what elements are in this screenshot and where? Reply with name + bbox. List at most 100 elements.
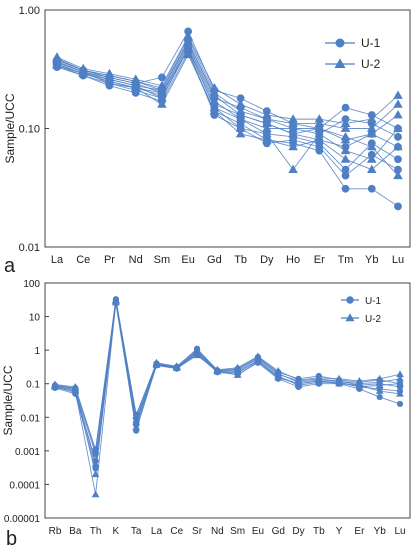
series-u-1-1 xyxy=(53,36,402,141)
x-tick-label: Tb xyxy=(313,526,325,537)
data-point xyxy=(288,164,298,174)
legend-label: U-2 xyxy=(365,314,382,325)
data-point xyxy=(394,155,402,164)
x-tick-label: Dy xyxy=(260,254,274,266)
x-tick-label: Ta xyxy=(131,526,142,537)
legend-label: U-1 xyxy=(365,296,382,307)
x-tick-label: Nd xyxy=(211,526,224,537)
data-point xyxy=(366,141,377,151)
y-axis-label: Sample/UCC xyxy=(3,93,17,163)
data-point xyxy=(51,382,59,389)
y-axis-label: Sample/UCC xyxy=(1,365,15,435)
x-tick-label: Ce xyxy=(170,526,183,537)
x-tick-label: Eu xyxy=(252,526,264,537)
legend-marker-circle xyxy=(335,38,345,48)
data-point xyxy=(314,377,323,384)
x-tick-label: Sm xyxy=(154,254,171,266)
x-tick-label: Lu xyxy=(392,254,404,266)
x-tick-label: Tm xyxy=(338,254,354,266)
data-point xyxy=(254,357,262,365)
data-point xyxy=(393,99,403,108)
legend: U-1 U-2 xyxy=(341,296,382,325)
data-point xyxy=(112,297,120,305)
data-point xyxy=(288,129,298,138)
data-point xyxy=(340,145,351,155)
data-point xyxy=(314,135,325,144)
data-point xyxy=(366,114,377,123)
data-point xyxy=(130,83,141,92)
y-tick-label: 0.0001 xyxy=(9,480,40,491)
data-point xyxy=(158,73,166,82)
series-u-1-5 xyxy=(53,46,402,180)
series-line xyxy=(56,40,399,176)
x-tick-label: La xyxy=(51,254,64,266)
data-point xyxy=(367,184,376,193)
x-tick-label: Nd xyxy=(129,254,143,266)
x-tick-label: Gd xyxy=(207,254,222,266)
series-line xyxy=(56,47,399,171)
series-line xyxy=(56,53,399,171)
x-tick-label: Sm xyxy=(230,526,245,537)
data-point xyxy=(341,171,350,180)
data-point xyxy=(315,142,324,151)
data-point xyxy=(213,366,222,374)
data-point xyxy=(235,99,246,108)
data-point xyxy=(193,351,201,359)
x-tick-label: Gd xyxy=(272,526,285,537)
legend: U-1 U-2 xyxy=(325,36,381,71)
y-tick-label: 100 xyxy=(23,279,40,290)
data-point xyxy=(340,154,351,163)
data-point xyxy=(262,135,272,144)
data-point xyxy=(294,379,303,387)
data-point xyxy=(130,76,141,85)
x-tick-label: Yb xyxy=(365,254,378,266)
x-tick-label: Rb xyxy=(49,526,62,537)
legend-marker-triangle xyxy=(345,313,355,322)
series-u-2-7 xyxy=(52,33,403,132)
data-point xyxy=(393,141,403,151)
x-tick-label: Lu xyxy=(394,526,405,537)
data-point xyxy=(366,164,377,174)
series-line xyxy=(56,35,399,125)
data-point xyxy=(104,76,115,85)
series-u-2-7 xyxy=(51,297,404,467)
data-point xyxy=(393,110,403,119)
data-point xyxy=(91,490,100,498)
data-point xyxy=(78,65,89,74)
x-tick-label: K xyxy=(113,526,120,537)
series-line xyxy=(56,51,399,207)
x-tick-label: Tb xyxy=(234,254,247,266)
data-point xyxy=(340,123,351,132)
panel-label: b xyxy=(6,528,17,550)
data-point xyxy=(375,387,384,394)
x-tick-label: Ho xyxy=(286,254,300,266)
data-point xyxy=(274,373,283,381)
chart-panel-b: 0.00001 0.0001 0.001 0.01 0.1 1 10 100 Rb Ba Th K Ta… xyxy=(1,279,411,550)
data-point xyxy=(340,131,351,141)
x-tick-label: Er xyxy=(354,526,365,537)
legend-label: U-1 xyxy=(361,36,381,50)
x-tick-label: Y xyxy=(336,526,343,537)
data-point xyxy=(157,99,167,108)
x-tick-label: La xyxy=(151,526,163,537)
x-tick-label: Yb xyxy=(374,526,387,537)
data-point xyxy=(91,460,100,467)
data-point xyxy=(366,129,377,138)
series-u-2-8 xyxy=(52,38,403,144)
data-point xyxy=(209,90,220,99)
data-point xyxy=(132,418,141,426)
y-tick-label: 0.01 xyxy=(21,413,41,424)
data-point xyxy=(235,129,246,138)
data-point xyxy=(288,141,298,151)
y-tick-label: 10 xyxy=(29,313,41,324)
data-point xyxy=(393,170,403,180)
y-tick-label: 0.001 xyxy=(15,447,40,458)
series-u-2-10 xyxy=(52,49,403,174)
x-tick-label: Pr xyxy=(104,254,115,266)
series-u-2-11 xyxy=(52,36,403,180)
data-point xyxy=(104,70,115,79)
data-point xyxy=(396,400,404,408)
y-tick-label: 0.10 xyxy=(19,124,40,136)
data-point xyxy=(152,361,161,368)
y-tick-label: 0.1 xyxy=(26,380,40,391)
